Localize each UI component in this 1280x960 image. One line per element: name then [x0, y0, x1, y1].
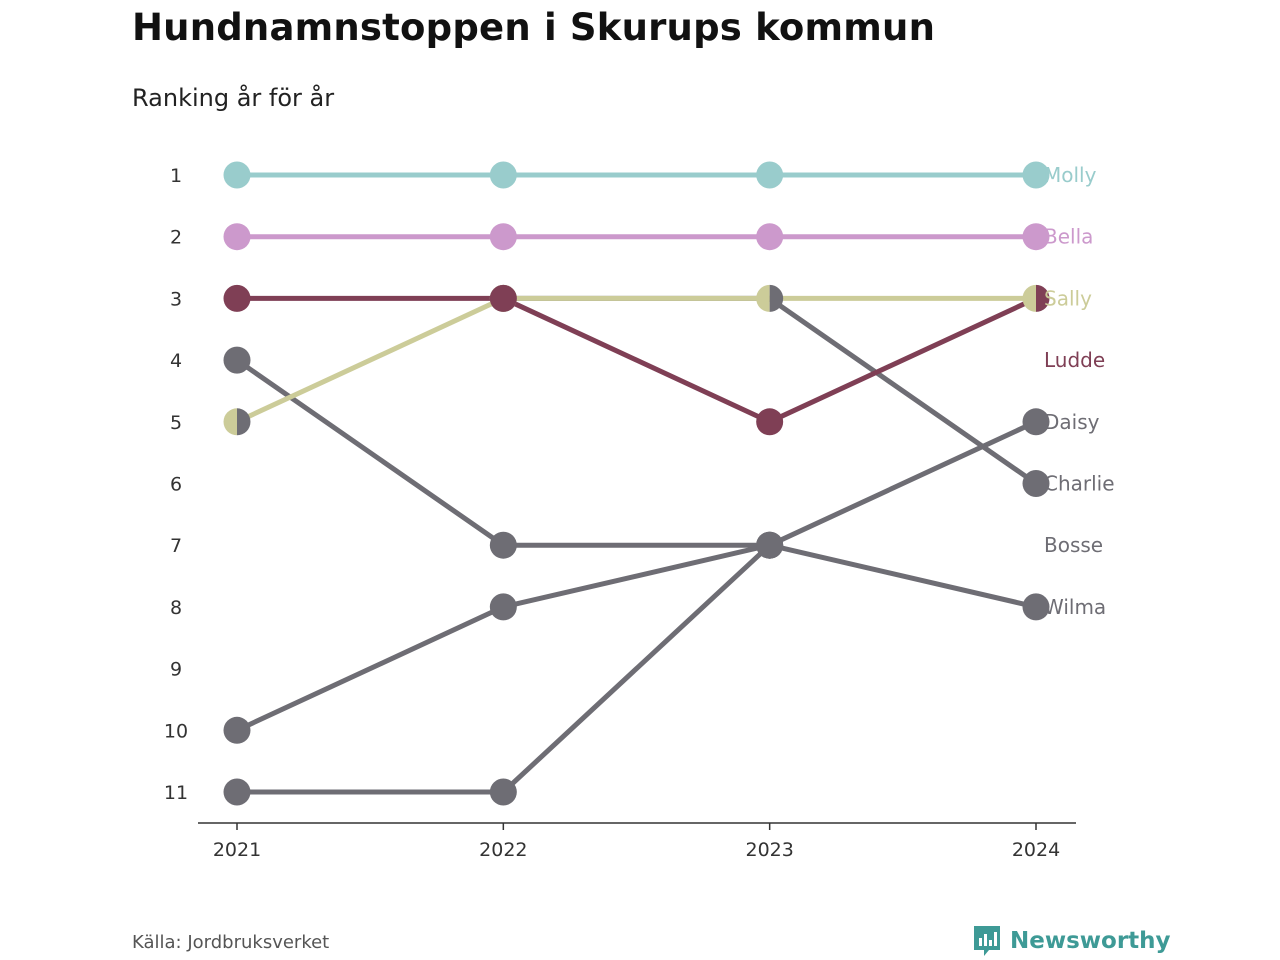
y-tick-label: 9: [170, 659, 182, 681]
marker-bella: [756, 223, 784, 251]
series-line-wilma: [234, 542, 1039, 733]
series-label-ludde: Ludde: [1044, 348, 1105, 372]
series-line-sally: [234, 295, 1039, 425]
shared-marker-right: [237, 408, 251, 436]
marker-wilma: [1022, 593, 1050, 621]
source-note: Källa: Jordbruksverket: [132, 932, 330, 953]
marker-bella: [223, 223, 251, 251]
marker-daisy: [489, 778, 517, 806]
marker-bella: [1022, 223, 1050, 251]
marker-wilma: [756, 531, 784, 559]
axes: 2021 2022 2023 2024 1 2 3 4 5 6 7 8 9 10 11: [164, 165, 1076, 861]
marker-ludde: [489, 284, 517, 312]
shared-marker-right: [769, 284, 784, 312]
series-label-daisy: Daisy: [1044, 410, 1100, 434]
series-line-ludde: [234, 295, 773, 425]
shared-marker: [756, 284, 784, 312]
y-tick-label: 10: [164, 720, 188, 742]
marker-daisy: [223, 778, 251, 806]
shared-marker-right: [1036, 284, 1050, 312]
series-labels: Molly Bella Sally Ludde Daisy Charlie Bosse Wil…: [1044, 163, 1115, 619]
series-label-sally: Sally: [1044, 286, 1092, 310]
newsworthy-logo-icon: [974, 926, 1000, 956]
marker-ludde: [223, 284, 251, 312]
shared-marker-left: [223, 408, 237, 436]
chart-subtitle: Ranking år för år: [132, 84, 335, 112]
x-tick-label: 2021: [213, 839, 261, 861]
series-line-charlie: [500, 295, 1039, 486]
x-tick-label: 2023: [745, 839, 793, 861]
marker-daisy: [1022, 408, 1050, 436]
series-lines: [234, 172, 1039, 795]
marker-molly: [489, 161, 517, 189]
y-tick-label: 5: [170, 412, 182, 434]
marker-bosse: [223, 346, 251, 374]
y-tick-label: 4: [170, 350, 182, 372]
marker-molly: [223, 161, 251, 189]
y-tick-label: 1: [170, 165, 182, 187]
series-label-molly: Molly: [1044, 163, 1097, 187]
y-tick-label: 2: [170, 227, 182, 249]
marker-ludde: [756, 408, 784, 436]
series-label-bosse: Bosse: [1044, 533, 1103, 557]
y-tick-label: 3: [170, 288, 182, 310]
series-label-charlie: Charlie: [1044, 472, 1115, 496]
marker-wilma: [489, 593, 517, 621]
marker-wilma: [223, 716, 251, 744]
series-markers: [223, 161, 1050, 806]
series-line-daisy: [234, 419, 1039, 795]
y-tick-label: 8: [170, 597, 182, 619]
marker-molly: [1022, 161, 1050, 189]
y-tick-label: 7: [170, 535, 182, 557]
series-label-wilma: Wilma: [1044, 595, 1106, 619]
shared-marker: [1022, 284, 1050, 312]
x-tick-label: 2024: [1012, 839, 1060, 861]
shared-marker-left: [756, 284, 770, 312]
series-label-bella: Bella: [1044, 225, 1093, 249]
marker-molly: [756, 161, 784, 189]
shared-marker-left: [1022, 284, 1036, 312]
marker-bella: [489, 223, 517, 251]
y-tick-label: 6: [170, 474, 182, 496]
chart-title: Hundnamnstoppen i Skurups kommun: [132, 6, 936, 49]
series-line-bosse: [234, 357, 773, 548]
series-line-ludde: [767, 295, 1039, 425]
brand-logo[interactable]: Newsworthy: [972, 924, 1171, 958]
marker-bosse: [489, 531, 517, 559]
shared-marker: [223, 408, 251, 436]
marker-charlie: [1022, 470, 1050, 497]
brand-name: Newsworthy: [1010, 928, 1171, 954]
y-tick-label: 11: [164, 782, 188, 804]
x-tick-label: 2022: [479, 839, 527, 861]
